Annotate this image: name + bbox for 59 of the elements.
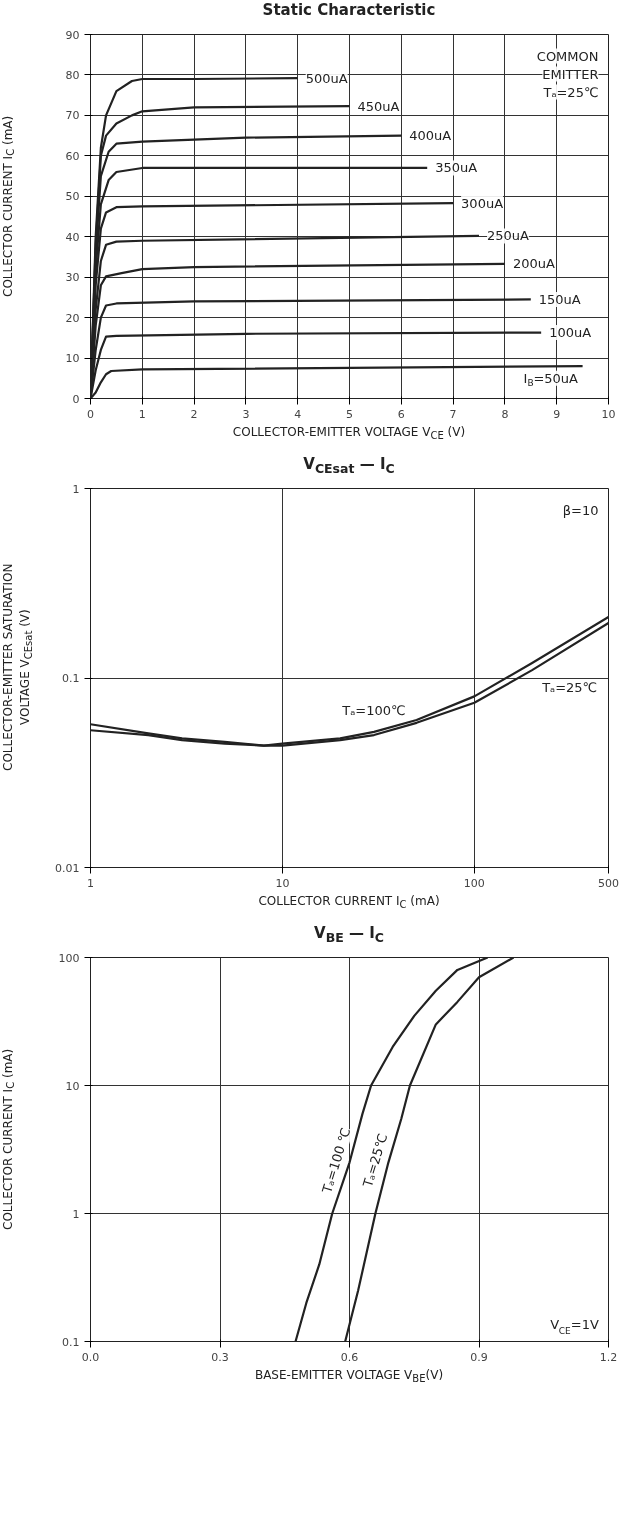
x-tick-label: 0.9 xyxy=(470,1350,488,1364)
y-tick-label: 0.1 xyxy=(62,1335,80,1349)
x-tick-label: 7 xyxy=(449,407,457,421)
y-tick-label: 10 xyxy=(65,352,80,366)
y-tick-label: 20 xyxy=(65,311,80,325)
annotation: EMITTER xyxy=(542,66,599,82)
x-axis-title: COLLECTOR CURRENT I$_{C}$ (mA) xyxy=(257,893,441,913)
x-tick-label: 2 xyxy=(190,407,198,421)
x-tick-label: 1.2 xyxy=(599,1350,618,1364)
chart-title: V$_{CEsat}$ — I$_{C}$ xyxy=(302,454,396,478)
series-label: 100uA xyxy=(549,325,592,341)
y-tick-label: 60 xyxy=(65,149,80,163)
x-tick-label: 100 xyxy=(463,876,485,890)
y-tick-label: 80 xyxy=(65,68,80,82)
series-label: 250uA xyxy=(487,228,530,244)
y-tick-label: 10 xyxy=(65,1079,80,1093)
y-tick-label: 100 xyxy=(58,951,80,965)
x-tick-label: 4 xyxy=(294,407,302,421)
series-label: 400uA xyxy=(409,128,452,144)
chart-title: Static Characteristic xyxy=(261,0,437,21)
series-label: 200uA xyxy=(512,256,555,272)
x-tick-label: 0.3 xyxy=(211,1350,229,1364)
x-tick-label: 0.6 xyxy=(340,1350,359,1364)
y-tick-label: 40 xyxy=(65,230,80,244)
series-label: Tₐ=100℃ xyxy=(341,702,406,718)
series-label: 350uA xyxy=(435,160,478,176)
annotation: Tₐ=25℃ xyxy=(542,84,599,100)
y-tick-label: 0.1 xyxy=(62,672,80,685)
y-tick-label: 90 xyxy=(65,28,80,42)
y-tick-label: 70 xyxy=(65,109,80,123)
x-tick-label: 1 xyxy=(138,407,146,421)
x-tick-label: 10 xyxy=(275,876,290,890)
annotation: β=10 xyxy=(562,502,599,518)
y-tick-label: 50 xyxy=(65,190,80,204)
y-tick-label: 1 xyxy=(72,482,80,496)
x-axis-title: BASE-EMITTER VOLTAGE V$_{BE}$(V) xyxy=(253,1367,445,1387)
chart-title: V$_{BE}$ — I$_{C}$ xyxy=(313,923,385,947)
x-tick-label: 1 xyxy=(87,876,94,890)
x-tick-label: 5 xyxy=(346,407,353,421)
x-tick-label: 9 xyxy=(553,407,561,421)
x-tick-label: 0 xyxy=(87,407,94,421)
y-tick-label: 1 xyxy=(72,1207,80,1221)
y-tick-label: 0 xyxy=(72,392,80,406)
x-tick-label: 6 xyxy=(397,407,405,421)
series-label: Tₐ=25℃ xyxy=(541,680,598,696)
x-tick-label: 8 xyxy=(501,407,509,421)
y-tick-label: 0.01 xyxy=(55,861,80,875)
x-tick-label: 500 xyxy=(598,876,619,890)
x-tick-label: 3 xyxy=(242,407,250,421)
x-tick-label: 0.0 xyxy=(81,1350,100,1364)
y-tick-label: 30 xyxy=(65,271,80,285)
series-label: 300uA xyxy=(461,195,504,211)
series-label: 450uA xyxy=(357,98,400,114)
annotation: COMMON xyxy=(536,48,599,64)
series-label: 500uA xyxy=(305,70,348,86)
text: Tₐ=100 ℃ xyxy=(319,1125,354,1196)
x-axis-title: COLLECTOR-EMITTER VOLTAGE V$_{CE}$ (V) xyxy=(231,424,467,444)
x-tick-label: 10 xyxy=(601,407,616,421)
series-label: 150uA xyxy=(538,291,581,307)
